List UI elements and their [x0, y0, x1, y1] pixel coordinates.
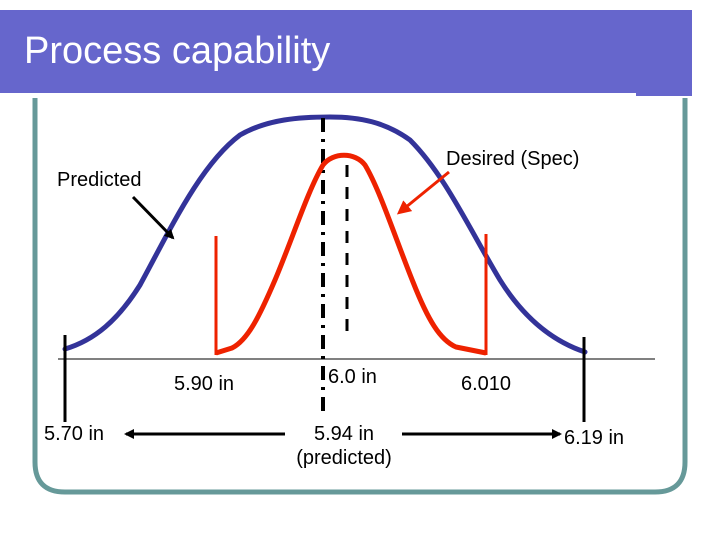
title-bar — [0, 10, 692, 96]
predicted-lower-value: 5.70 in — [44, 423, 105, 445]
slide-frame — [32, 98, 688, 495]
spec-pointer-arrow — [396, 170, 450, 215]
predicted-mean-value: 5.94 in (predicted) — [274, 422, 414, 470]
spec-curve — [215, 152, 487, 356]
spec-center-value: 6.0 in — [328, 366, 377, 388]
spec-upper-value: 6.010 — [461, 373, 512, 395]
slide-title: Process capability — [24, 30, 331, 72]
desired-spec-label: Desired (Spec) — [446, 148, 580, 170]
predicted-mean-note: (predicted) — [296, 447, 392, 469]
predicted-curve — [62, 114, 588, 355]
predicted-pointer-arrow — [131, 195, 175, 240]
predicted-label: Predicted — [57, 169, 142, 191]
title-underline — [0, 93, 636, 98]
spec-lower-value: 5.90 in — [174, 373, 235, 395]
predicted-mean-number: 5.94 in — [313, 423, 375, 445]
predicted-upper-value: 6.19 in — [564, 427, 625, 449]
